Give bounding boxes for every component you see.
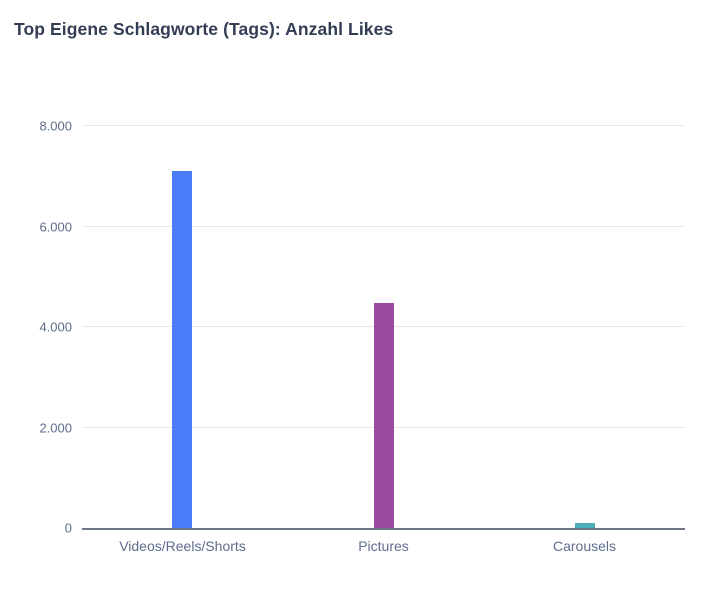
y-axis: 0 2.000 4.000 6.000 8.000 bbox=[0, 119, 72, 536]
y-tick-label: 4.000 bbox=[39, 319, 72, 335]
x-category-label: Carousels bbox=[552, 538, 617, 554]
bar-videos-reels-shorts[interactable] bbox=[172, 171, 193, 528]
gridline bbox=[82, 125, 685, 126]
bar-carousels[interactable] bbox=[574, 522, 595, 528]
x-category-label: Videos/Reels/Shorts bbox=[119, 538, 246, 554]
gridline bbox=[82, 225, 685, 227]
y-tick-label: 2.000 bbox=[39, 420, 72, 435]
y-tick-label: 0 bbox=[64, 520, 72, 536]
plot-area bbox=[82, 125, 685, 530]
x-category-label: Pictures bbox=[358, 538, 409, 554]
y-tick-label: 6.000 bbox=[39, 219, 72, 234]
chart-title: Top Eigene Schlagworte (Tags): Anzahl Li… bbox=[14, 19, 394, 39]
x-axis: Videos/Reels/Shorts Pictures Carousels bbox=[82, 538, 685, 554]
bar-pictures[interactable] bbox=[373, 302, 394, 528]
y-tick-label: 8.000 bbox=[39, 118, 72, 134]
